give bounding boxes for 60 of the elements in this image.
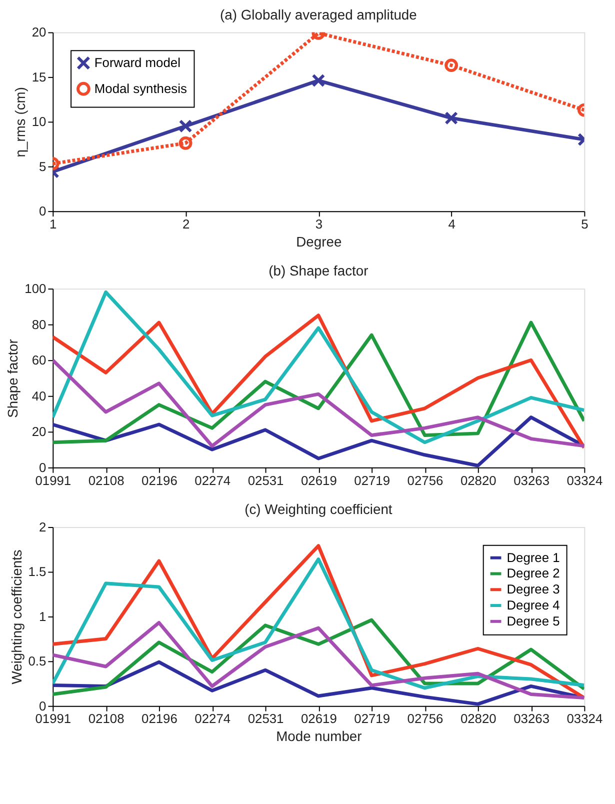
x-tick-label: 02274 (194, 711, 231, 726)
x-tick-label: 02719 (354, 472, 390, 488)
line-series (52, 358, 584, 448)
x-tick-label: 02820 (460, 472, 496, 488)
chart-title: (b) Shape factor (268, 262, 369, 279)
x-tick-label: 02719 (354, 711, 390, 726)
x-tick-label: 01991 (35, 711, 72, 726)
legend-label: Degree 1 (506, 550, 560, 565)
legend-label: Degree 5 (506, 613, 560, 628)
x-tick-label: 02820 (460, 711, 496, 726)
x-tick-label: 03263 (514, 711, 550, 726)
y-tick-label: 2 (39, 519, 46, 534)
y-tick-label: 0 (39, 204, 46, 219)
y-tick-label: 0 (39, 460, 46, 475)
line-series (52, 290, 584, 444)
x-tick-label: 02196 (142, 472, 178, 488)
x-tick-label: 4 (448, 216, 456, 232)
y-tick-label: 1 (39, 608, 46, 624)
y-axis-title: Shape factor (4, 338, 21, 418)
x-tick-label: 02531 (248, 472, 284, 488)
y-tick-label: 20 (32, 424, 46, 440)
y-tick-label: 100 (24, 281, 46, 296)
x-tick-label: 02108 (88, 711, 124, 726)
x-tick-label: 02756 (407, 472, 444, 488)
x-tick-label: 02619 (300, 472, 337, 488)
y-tick-label: 0.5 (28, 654, 46, 669)
y-tick-label: 60 (32, 352, 46, 368)
y-axis-title: η_rms (cm) (12, 87, 28, 158)
x-tick-label: 1 (50, 216, 57, 232)
legend-label: Degree 3 (506, 582, 560, 597)
x-tick-label: 02619 (300, 711, 337, 726)
y-tick-label: 15 (32, 69, 46, 84)
y-tick-label: 40 (32, 388, 46, 404)
x-tick-label: 02756 (407, 711, 444, 726)
legend-label: Degree 2 (506, 566, 560, 581)
y-tick-label: 20 (32, 24, 46, 40)
x-tick-label: 03324 (566, 472, 603, 488)
x-tick-label: 03263 (514, 472, 550, 488)
y-tick-label: 1.5 (28, 564, 46, 580)
x-tick-label: 3 (315, 216, 323, 232)
chart-title: (c) Weighting coefficient (244, 501, 392, 518)
x-axis-title: Degree (296, 233, 342, 250)
x-tick-label: 03324 (566, 711, 603, 726)
y-axis-title: Weighting coefficients (8, 550, 24, 684)
legend-label: Degree 4 (506, 597, 560, 612)
y-tick-label: 0 (39, 698, 46, 714)
chart-title: (a) Globally averaged amplitude (220, 6, 418, 22)
legend-label: Forward model (94, 55, 180, 70)
x-tick-label: 2 (182, 216, 190, 232)
x-tick-label: 5 (581, 216, 588, 232)
y-tick-label: 10 (32, 114, 46, 130)
y-tick-label: 5 (39, 158, 46, 174)
x-tick-label: 02196 (142, 711, 178, 726)
y-tick-label: 80 (32, 316, 46, 332)
x-tick-label: 02274 (194, 472, 231, 488)
x-axis-title: Mode number (276, 728, 362, 744)
x-tick-label: 02108 (88, 472, 124, 488)
legend-label: Modal synthesis (94, 80, 187, 96)
x-tick-label: 02531 (248, 711, 284, 726)
x-tick-label: 01991 (35, 472, 72, 488)
